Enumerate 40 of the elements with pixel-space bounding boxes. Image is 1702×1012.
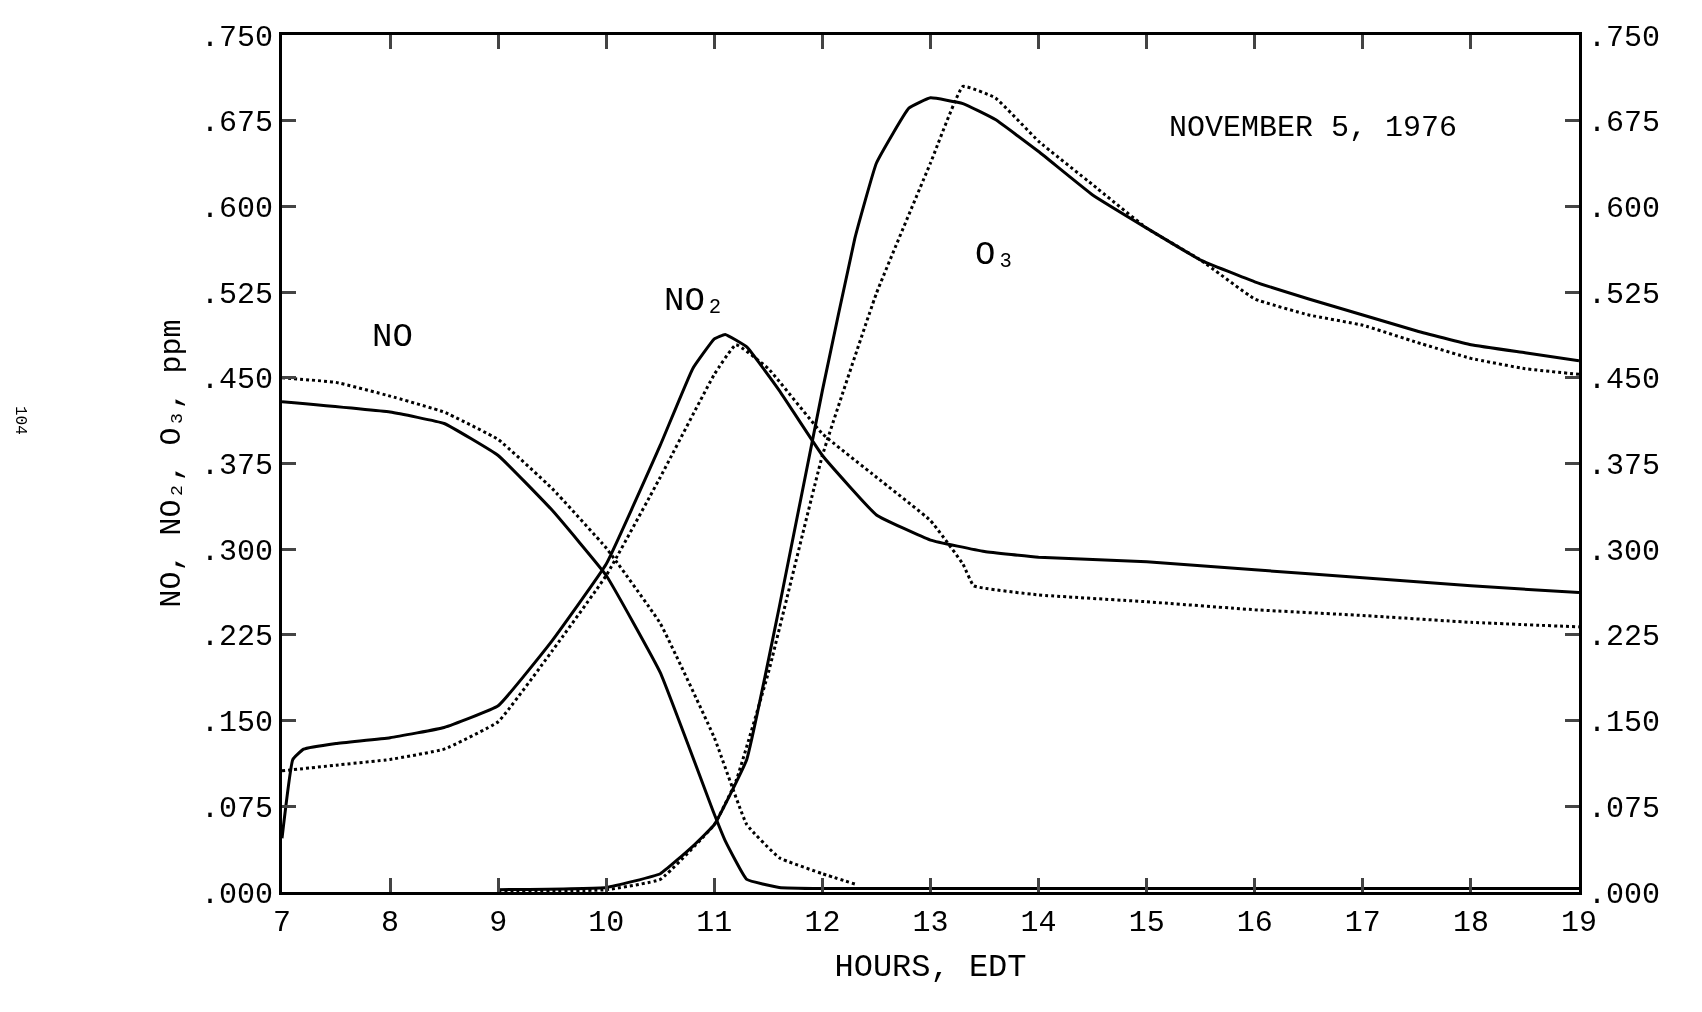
x-tick-label: 14	[1020, 906, 1057, 940]
y2-tick-label: .300	[1588, 534, 1661, 569]
x-tick-label: 16	[1236, 906, 1273, 940]
annotation: NOVEMBER 5, 1976	[1169, 111, 1458, 145]
y-tick-label: .075	[200, 791, 273, 826]
x-tick-label: 10	[588, 906, 625, 940]
y-tick-label: .750	[200, 20, 273, 55]
x-axis-title: HOURS, EDT	[834, 948, 1027, 986]
x-tick-label: 13	[912, 906, 949, 940]
x-tick-label: 17	[1344, 906, 1381, 940]
y2-tick-label: .750	[1588, 20, 1661, 55]
y2-tick-label: .450	[1588, 363, 1661, 398]
x-tick-label: 18	[1452, 906, 1489, 940]
x-tick-label: 9	[489, 906, 508, 940]
y2-tick-label: .225	[1588, 620, 1661, 655]
y-tick-label: .375	[200, 449, 273, 483]
y2-tick-label: .675	[1588, 106, 1661, 141]
y2-tick-label: .600	[1588, 191, 1661, 226]
annotation: NO₂	[664, 282, 726, 320]
x-tick-label: 8	[381, 906, 400, 940]
y2-tick-label: .525	[1588, 277, 1661, 312]
y2-tick-label: .375	[1588, 449, 1661, 483]
y-tick-label: .000	[200, 877, 273, 912]
y-tick-label: .300	[200, 534, 273, 569]
annotation: O₃	[975, 236, 1016, 274]
x-tick-label: 11	[696, 906, 733, 940]
y2-tick-label: .150	[1588, 706, 1661, 741]
x-tick-label: 12	[804, 906, 841, 940]
annotation: NO	[372, 318, 413, 356]
y-tick-label: .525	[200, 277, 273, 312]
y-axis-title: NO, NO₂, O₃, ppm	[154, 319, 189, 608]
y-tick-label: .150	[200, 706, 273, 741]
y2-tick-label: .075	[1588, 791, 1661, 826]
text: 104	[11, 406, 30, 435]
y-tick-label: .675	[200, 106, 273, 141]
y-tick-label: .450	[200, 363, 273, 398]
y-tick-label: .225	[200, 620, 273, 655]
x-tick-label: 7	[272, 906, 292, 940]
y-tick-label: .600	[200, 191, 273, 226]
x-tick-label: 15	[1128, 906, 1165, 940]
